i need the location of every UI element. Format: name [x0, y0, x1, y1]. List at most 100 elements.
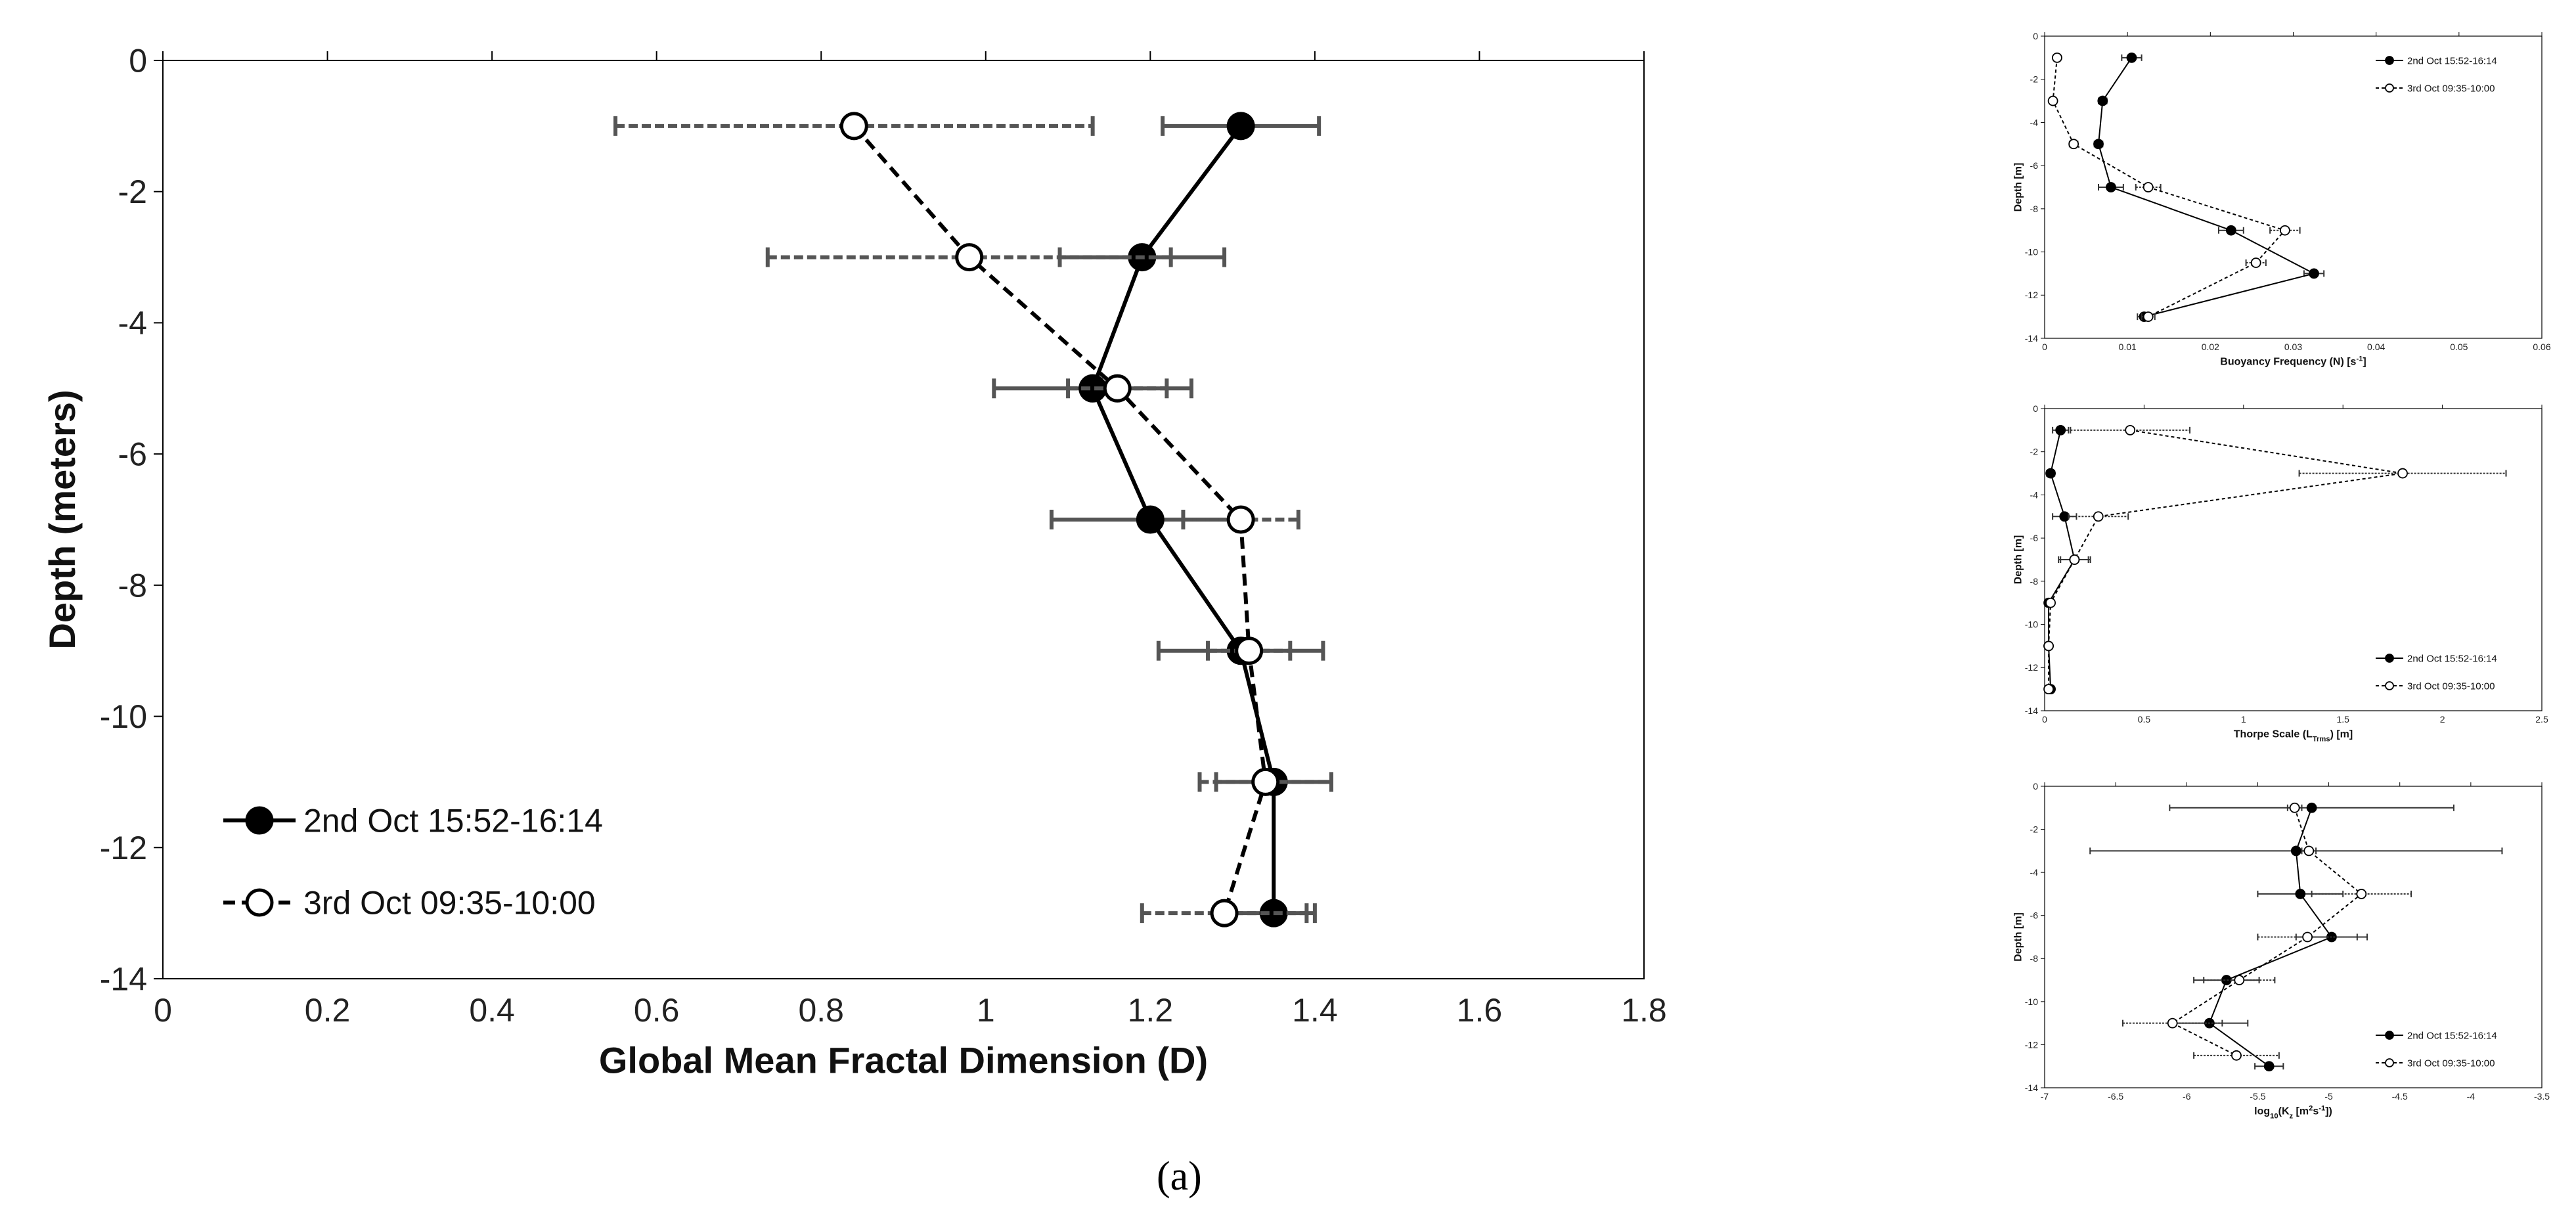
open-marker — [2043, 684, 2054, 695]
legend-label: 2nd Oct 15:52-16:14 — [2407, 653, 2497, 664]
x-tick-label: 0 — [2042, 342, 2047, 352]
chart-thorpe: 0 -2 -4 -6 -8 -10 -12 -14 0 0.5 1 1.5 2 2.5 Thorpe Sca… — [2012, 403, 2548, 744]
series-line — [2171, 807, 2363, 1056]
open-marker — [2052, 52, 2062, 63]
open-marker — [2143, 182, 2154, 192]
x-tick-label: 0.2 — [305, 992, 351, 1029]
y-tick-label: -4 — [118, 305, 147, 342]
legend-marker — [245, 806, 274, 835]
plot-frame — [2044, 408, 2543, 711]
y-axis-title: Depth [m] — [2012, 535, 2024, 585]
x-tick-label: -5 — [2324, 1091, 2333, 1102]
x-tick-label: 1.2 — [1128, 992, 1174, 1029]
x-tick-label: -4 — [2467, 1091, 2476, 1102]
x-tick-label: -5.5 — [2250, 1091, 2265, 1102]
x-tick-label: -6 — [2183, 1091, 2191, 1102]
open-marker — [2234, 975, 2245, 985]
legend: 2nd Oct 15:52-16:14 3rd Oct 09:35-10:00 — [2376, 55, 2497, 94]
x-tick-label: 0.8 — [798, 992, 844, 1029]
x-tick-label: 1.8 — [1621, 992, 1667, 1029]
filled-marker — [1136, 505, 1165, 534]
y-tick-label: -4 — [2030, 867, 2039, 878]
x-tick-label: -6.5 — [2108, 1091, 2123, 1102]
open-marker — [1235, 637, 1264, 665]
series-2 — [613, 112, 1333, 927]
chart-kz: 0 -2 -4 -6 -8 -10 -12 -14-7 -6.5 -6 -5.5 -5 -4.5 -4 -3… — [2012, 781, 2550, 1121]
open-marker — [1226, 505, 1255, 534]
legend-label: 3rd Oct 09:35-10:00 — [2407, 681, 2495, 692]
y-tick-label: -6 — [2030, 160, 2039, 171]
filled-marker — [2106, 182, 2116, 192]
x-tick-label: 1.5 — [2336, 714, 2349, 725]
legend-label: 3rd Oct 09:35-10:00 — [2407, 1058, 2495, 1069]
x-tick-label: 0.01 — [2119, 342, 2137, 352]
open-marker — [2302, 931, 2313, 943]
filled-marker — [2263, 1061, 2275, 1072]
x-tick-label: -4.5 — [2392, 1091, 2408, 1102]
y-tick-label: -2 — [2030, 74, 2039, 85]
legend-marker — [2385, 654, 2394, 663]
y-axis-title: Depth (meters) — [41, 390, 83, 649]
series-line — [2048, 429, 2403, 690]
open-marker — [2289, 802, 2300, 813]
y-tick-label: -6 — [2030, 910, 2039, 921]
chart-buoyancy: 0 -2 -4 -6 -8 -10 -12 -14 0 0.01 0.02 0.03 0.04 0.05 0… — [2012, 31, 2550, 368]
y-tick-label: -2 — [2030, 824, 2039, 834]
open-marker — [2045, 597, 2056, 608]
open-marker — [2069, 554, 2080, 565]
legend-marker — [2385, 56, 2394, 65]
legend: 2nd Oct 15:52-16:14 3rd Oct 09:35-10:00 — [2376, 1030, 2497, 1069]
x-tick-label: -3.5 — [2534, 1091, 2550, 1102]
legend-marker — [2385, 1058, 2394, 1067]
y-tick-label: -8 — [118, 567, 147, 604]
legend-label: 2nd Oct 15:52-16:14 — [303, 803, 603, 839]
filled-marker — [2045, 468, 2056, 479]
x-tick-label: 1.6 — [1457, 992, 1503, 1029]
x-axis-title: Buoyancy Frequency (N) [s-1] — [2220, 355, 2366, 368]
filled-marker — [1226, 112, 1255, 141]
filled-marker — [2097, 95, 2108, 106]
y-tick-label: -14 — [2025, 1083, 2038, 1093]
legend-label: 2nd Oct 15:52-16:14 — [2407, 55, 2497, 66]
filled-marker — [2126, 52, 2137, 63]
x-tick-label: 0.03 — [2284, 342, 2302, 352]
filled-marker — [2306, 802, 2317, 813]
y-tick-label: -4 — [2030, 489, 2039, 500]
x-tick-label: 0.5 — [2138, 714, 2151, 725]
x-tick-label: 0.4 — [469, 992, 515, 1029]
filled-marker — [2309, 268, 2319, 279]
open-marker — [2356, 889, 2367, 899]
y-tick-label: -10 — [2025, 996, 2038, 1007]
open-marker — [2250, 257, 2261, 268]
x-tick-label: 2 — [2440, 714, 2445, 725]
y-tick-label: 0 — [2033, 781, 2038, 792]
filled-marker — [2221, 975, 2232, 985]
series-2 — [2047, 52, 2301, 323]
plot-frame — [162, 60, 1645, 979]
legend-label: 3rd Oct 09:35-10:00 — [2407, 83, 2495, 94]
filled-marker — [2295, 889, 2306, 899]
open-marker — [2231, 1050, 2242, 1061]
open-marker — [2279, 225, 2290, 236]
series-line — [2097, 57, 2316, 318]
filled-marker — [2055, 424, 2066, 436]
y-tick-label: -12 — [2025, 290, 2038, 300]
legend-label: 2nd Oct 15:52-16:14 — [2407, 1030, 2497, 1041]
x-tick-label: 2.5 — [2535, 714, 2548, 725]
open-marker — [2068, 139, 2079, 150]
x-tick-label: 1 — [2241, 714, 2246, 725]
open-marker — [2125, 424, 2136, 436]
filled-marker — [2093, 139, 2104, 150]
y-tick-label: -6 — [2030, 533, 2039, 543]
y-tick-label: -12 — [2025, 1039, 2038, 1050]
legend-marker — [245, 888, 274, 917]
legend: 2nd Oct 15:52-16:14 3rd Oct 09:35-10:00 — [223, 803, 603, 922]
series-line — [2052, 57, 2286, 318]
open-marker — [955, 243, 984, 272]
open-marker — [2143, 311, 2154, 323]
open-marker — [839, 112, 868, 141]
x-tick-label: 0 — [2042, 714, 2047, 725]
legend-label: 3rd Oct 09:35-10:00 — [303, 885, 596, 922]
y-tick-label: -10 — [2025, 619, 2038, 629]
